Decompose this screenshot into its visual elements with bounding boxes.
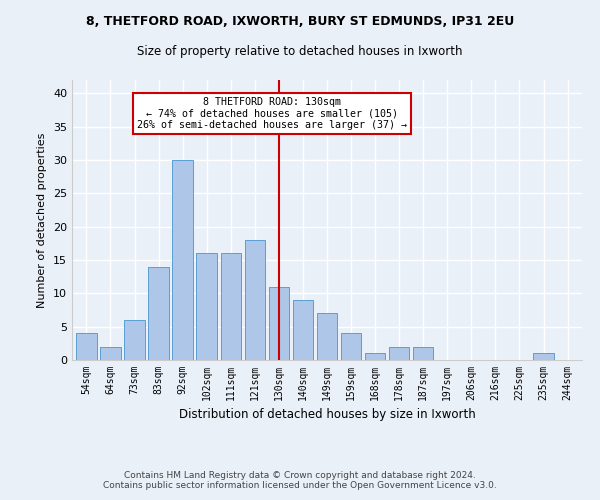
Text: Contains HM Land Registry data © Crown copyright and database right 2024.
Contai: Contains HM Land Registry data © Crown c… bbox=[103, 470, 497, 490]
Bar bbox=[389, 346, 409, 360]
Bar bbox=[124, 320, 145, 360]
Bar bbox=[293, 300, 313, 360]
Bar bbox=[172, 160, 193, 360]
Bar bbox=[221, 254, 241, 360]
Bar bbox=[148, 266, 169, 360]
Bar bbox=[413, 346, 433, 360]
Bar bbox=[100, 346, 121, 360]
Text: 8 THETFORD ROAD: 130sqm
← 74% of detached houses are smaller (105)
26% of semi-d: 8 THETFORD ROAD: 130sqm ← 74% of detache… bbox=[137, 96, 407, 130]
Bar bbox=[365, 354, 385, 360]
Bar bbox=[341, 334, 361, 360]
Bar bbox=[245, 240, 265, 360]
X-axis label: Distribution of detached houses by size in Ixworth: Distribution of detached houses by size … bbox=[179, 408, 475, 422]
Y-axis label: Number of detached properties: Number of detached properties bbox=[37, 132, 47, 308]
Bar bbox=[269, 286, 289, 360]
Text: 8, THETFORD ROAD, IXWORTH, BURY ST EDMUNDS, IP31 2EU: 8, THETFORD ROAD, IXWORTH, BURY ST EDMUN… bbox=[86, 15, 514, 28]
Bar bbox=[533, 354, 554, 360]
Bar bbox=[196, 254, 217, 360]
Bar bbox=[317, 314, 337, 360]
Text: Size of property relative to detached houses in Ixworth: Size of property relative to detached ho… bbox=[137, 45, 463, 58]
Bar bbox=[76, 334, 97, 360]
